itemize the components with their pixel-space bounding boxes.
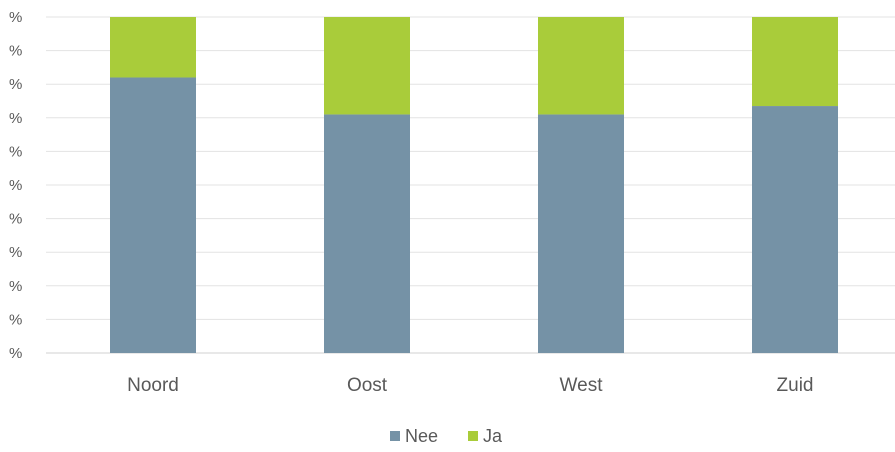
y-tick-label: % <box>9 244 22 261</box>
bar-ja-zuid <box>752 17 838 107</box>
bars <box>110 17 838 353</box>
bar-ja-noord <box>110 17 196 78</box>
y-tick-label: % <box>9 345 22 362</box>
y-tick-label: % <box>9 211 22 228</box>
y-tick-label: % <box>9 76 22 93</box>
legend-swatch-nee <box>390 431 400 441</box>
y-tick-label: % <box>9 278 22 295</box>
y-tick-label: % <box>9 311 22 328</box>
y-tick-label: % <box>9 177 22 194</box>
x-axis-category-labels: Noord Oost West Zuid <box>127 375 813 396</box>
bar-ja-oost <box>324 17 410 115</box>
x-category-label: Noord <box>127 375 179 396</box>
bar-nee-noord <box>110 77 196 353</box>
y-axis-tick-labels: %%%%%%%%%%% <box>9 9 22 362</box>
legend-label-nee: Nee <box>405 426 438 446</box>
x-category-label: West <box>560 375 604 396</box>
y-tick-label: % <box>9 43 22 60</box>
legend-swatch-ja <box>468 431 478 441</box>
legend: Nee Ja <box>390 426 503 446</box>
bar-nee-oost <box>324 114 410 353</box>
y-tick-label: % <box>9 110 22 127</box>
bar-nee-zuid <box>752 106 838 353</box>
y-tick-label: % <box>9 143 22 160</box>
bar-ja-west <box>538 17 624 115</box>
x-category-label: Oost <box>347 375 388 396</box>
legend-label-ja: Ja <box>483 426 503 446</box>
x-category-label: Zuid <box>777 375 814 396</box>
bar-nee-west <box>538 114 624 353</box>
y-tick-label: % <box>9 9 22 26</box>
